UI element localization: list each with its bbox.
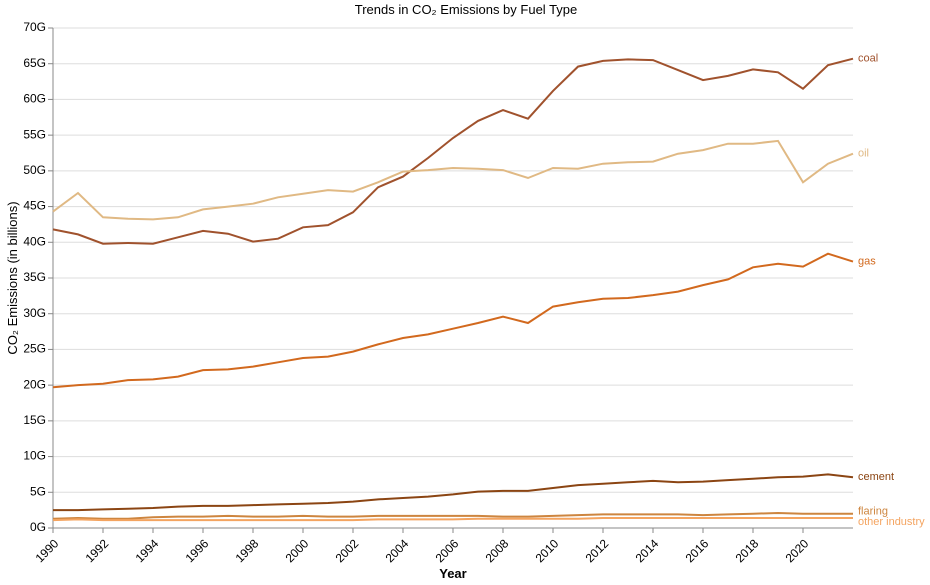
x-tick-label: 2006	[433, 536, 462, 565]
x-tick-label: 2020	[783, 536, 812, 565]
series-line-cement	[53, 473, 854, 512]
y-axis: 0G 5G 10G 15G 20G 25G 30G 35G 40G 45G 50G 55G 60G 65G…	[23, 20, 54, 534]
x-tick-label: 1998	[233, 536, 262, 565]
x-tick-label: 1996	[183, 536, 212, 565]
series-label-oil: oil	[858, 148, 869, 160]
y-tick-label: 5G	[30, 484, 46, 498]
x-tick-label: 2008	[483, 536, 512, 565]
series-line-flaring	[52, 511, 853, 520]
y-tick-label: 0G	[30, 520, 46, 534]
x-tick-label: 2018	[733, 536, 762, 565]
series-label-flaring: flaring	[858, 506, 888, 518]
series-line-gas	[52, 252, 854, 389]
x-tick-label: 2016	[683, 536, 712, 565]
y-tick-label: 10G	[23, 449, 46, 463]
x-tick-label: 2004	[383, 536, 412, 565]
chart-title: Trends in CO₂ Emissions by Fuel Type	[355, 2, 578, 17]
y-tick-label: 25G	[23, 342, 46, 356]
y-tick-label: 35G	[23, 270, 46, 284]
x-axis-title: Year	[439, 566, 466, 581]
y-tick-label: 65G	[23, 56, 46, 70]
x-tick-label: 2010	[533, 536, 562, 565]
series-lines	[52, 57, 854, 522]
y-tick-label: 70G	[23, 20, 46, 34]
x-tick-label: 2002	[333, 536, 362, 565]
series-line-oil	[52, 139, 854, 221]
x-tick-label: 1994	[133, 536, 162, 565]
series-label-cement: cement	[858, 471, 894, 483]
y-tick-label: 15G	[23, 413, 46, 427]
y-axis-title: CO₂ Emissions (in billions)	[5, 201, 20, 354]
x-tick-label: 2014	[633, 536, 662, 565]
y-tick-label: 20G	[23, 377, 46, 391]
series-label-coal: coal	[858, 53, 878, 65]
x-tick-label: 2000	[283, 536, 312, 565]
x-tick-label: 2012	[583, 536, 612, 565]
y-tick-label: 30G	[23, 306, 46, 320]
series-label-gas: gas	[858, 255, 876, 267]
series-line-coal	[52, 57, 854, 245]
y-tick-label: 40G	[23, 234, 46, 248]
series-line-other-industry	[52, 517, 853, 522]
x-tick-label: 1990	[33, 536, 62, 565]
x-tick-label: 1992	[83, 536, 112, 565]
y-tick-label: 55G	[23, 127, 46, 141]
x-axis: 1990 1992 1994 1996 1998 2000 2002 2004 2006 2008…	[33, 527, 853, 565]
y-tick-label: 50G	[23, 163, 46, 177]
gridlines	[53, 27, 853, 529]
series-label-other-industry: other industry	[858, 516, 925, 528]
y-tick-label: 60G	[23, 92, 46, 106]
y-tick-label: 45G	[23, 199, 46, 213]
